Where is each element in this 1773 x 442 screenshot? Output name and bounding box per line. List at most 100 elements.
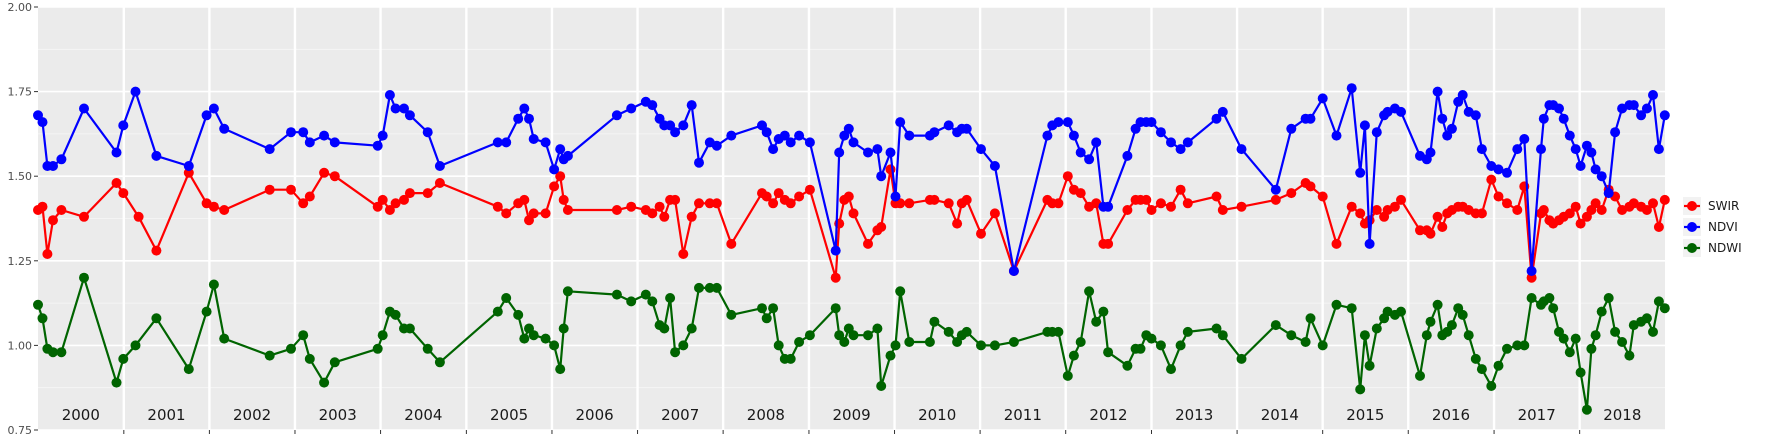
ndwi-point xyxy=(1610,326,1621,337)
ndwi-point xyxy=(549,340,560,351)
ndvi-point xyxy=(329,137,340,148)
swir-point xyxy=(555,171,566,182)
swir-point xyxy=(863,238,873,249)
ndwi-point xyxy=(151,313,162,324)
year-label: 2004 xyxy=(404,406,442,424)
ndwi-point xyxy=(726,309,737,320)
ndwi-point xyxy=(890,340,901,351)
ndvi-point xyxy=(1641,103,1652,114)
swir-point xyxy=(519,194,530,205)
ndvi-point xyxy=(264,144,275,155)
ndvi-point xyxy=(513,113,524,124)
swir-point xyxy=(670,194,681,205)
ndvi-point xyxy=(830,245,841,256)
y-tick-label: 1.25 xyxy=(8,255,33,268)
swir-point xyxy=(830,272,841,283)
year-label: 2018 xyxy=(1603,406,1641,424)
swir-point xyxy=(1270,194,1281,205)
swir-point xyxy=(1346,201,1357,212)
ndwi-point xyxy=(989,340,1000,351)
y-tick-label: 0.75 xyxy=(8,424,33,437)
ndwi-point xyxy=(1182,326,1193,337)
ndwi-point xyxy=(1590,330,1601,341)
ndvi-point xyxy=(785,137,796,148)
ndwi-point xyxy=(1236,353,1247,364)
ndvi-point xyxy=(1554,103,1564,114)
ndwi-point xyxy=(1446,320,1457,331)
swir-point xyxy=(79,211,89,222)
swir-point xyxy=(904,198,915,209)
ndvi-point xyxy=(761,127,772,138)
ndwi-point xyxy=(961,326,972,337)
ndwi-point xyxy=(1544,293,1555,303)
ndvi-point xyxy=(540,137,551,148)
ndvi-point xyxy=(372,140,383,151)
ndwi-point xyxy=(208,279,219,290)
swir-point xyxy=(1512,205,1523,215)
swir-point xyxy=(1175,184,1186,195)
ndwi-point xyxy=(839,337,850,347)
ndvi-point xyxy=(1432,86,1443,97)
swir-point xyxy=(1564,208,1575,219)
ndwi-point xyxy=(885,350,896,361)
ndvi-point xyxy=(863,147,873,158)
ndvi-point xyxy=(1538,113,1549,124)
ndvi-point xyxy=(1596,171,1607,182)
legend-label: NDVI xyxy=(1708,220,1738,234)
ndvi-point xyxy=(130,86,141,97)
ndvi-point xyxy=(118,120,129,131)
ndvi-point xyxy=(1062,117,1073,128)
ndwi-point xyxy=(118,353,129,364)
ndwi-point xyxy=(1300,337,1311,347)
legend-label: SWIR xyxy=(1708,199,1739,213)
ndvi-point xyxy=(384,90,395,100)
ndvi-point xyxy=(1659,110,1670,121)
ndwi-point xyxy=(111,377,122,388)
swir-point xyxy=(42,249,53,259)
y-tick-label: 1.50 xyxy=(8,170,33,183)
ndwi-point xyxy=(264,350,275,361)
swir-point xyxy=(1538,205,1549,215)
swir-point xyxy=(976,228,986,239)
swir-point xyxy=(768,198,779,209)
swir-point xyxy=(1389,201,1400,212)
ndwi-point xyxy=(1062,370,1073,381)
swir-point xyxy=(1502,198,1512,209)
ndvi-point xyxy=(872,144,883,155)
ndwi-point xyxy=(785,353,796,364)
ndwi-point xyxy=(404,323,415,334)
ndwi-point xyxy=(1146,333,1157,344)
ndvi-point xyxy=(1564,130,1575,141)
ndvi-point xyxy=(1075,147,1086,158)
swir-point xyxy=(1305,181,1316,192)
ndwi-point xyxy=(1575,367,1586,378)
swir-point xyxy=(1236,201,1247,212)
swir-point xyxy=(1437,222,1448,232)
swir-point xyxy=(399,194,409,205)
year-label: 2009 xyxy=(833,406,871,424)
ndwi-point xyxy=(1421,330,1432,341)
ndwi-point xyxy=(830,303,841,314)
ndvi-point xyxy=(111,147,122,158)
swir-point xyxy=(694,198,704,209)
swir-point xyxy=(1355,208,1366,219)
ndvi-point xyxy=(711,140,722,151)
ndwi-point xyxy=(895,286,906,297)
x-axis xyxy=(123,430,1581,434)
ndwi-point xyxy=(1548,303,1559,314)
ndvi-point xyxy=(201,110,212,121)
ndvi-point xyxy=(647,100,658,111)
swir-point xyxy=(761,191,772,202)
ndvi-point xyxy=(208,103,219,114)
swir-point xyxy=(678,249,689,259)
ndvi-point xyxy=(562,150,573,161)
ndvi-point xyxy=(626,103,637,114)
ndwi-point xyxy=(1463,330,1474,341)
swir-point xyxy=(1286,188,1297,199)
ndwi-point xyxy=(1512,340,1523,351)
ndwi-point xyxy=(876,381,887,391)
swir-point xyxy=(626,201,637,212)
ndvi-point xyxy=(1437,113,1448,124)
ndwi-point xyxy=(872,323,883,334)
